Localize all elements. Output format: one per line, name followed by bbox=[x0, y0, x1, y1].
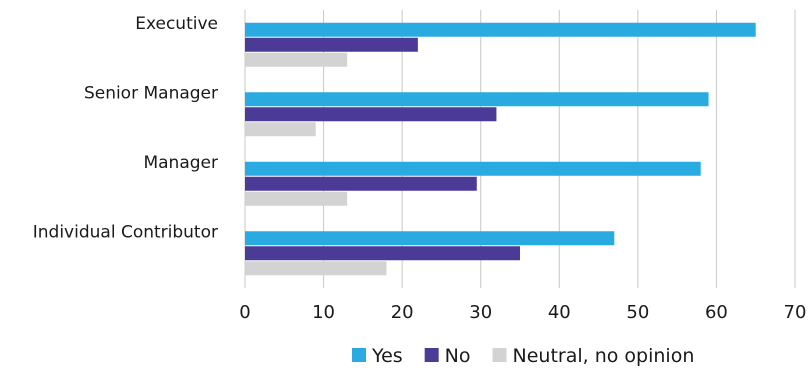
bar-manager-no bbox=[245, 176, 477, 191]
x-tick-label-0: 0 bbox=[239, 302, 250, 323]
x-tick-label-40: 40 bbox=[548, 302, 571, 323]
bar-manager-yes bbox=[245, 161, 701, 176]
legend: Yes No Neutral, no opinion bbox=[352, 345, 694, 367]
x-tick-label-30: 30 bbox=[469, 302, 492, 323]
x-tick-label-70: 70 bbox=[784, 302, 807, 323]
x-tick-label-60: 60 bbox=[705, 302, 728, 323]
bar-senior-manager-yes bbox=[245, 92, 709, 107]
x-tick-label-20: 20 bbox=[391, 302, 414, 323]
category-label-manager: Manager bbox=[143, 153, 218, 173]
bar-executive-neutral-no-opinion bbox=[245, 52, 348, 67]
category-label-individual-contributor: Individual Contributor bbox=[33, 222, 218, 242]
x-tick-label-50: 50 bbox=[626, 302, 649, 323]
legend-label-yes: Yes bbox=[371, 345, 403, 367]
x-tick-label-10: 10 bbox=[312, 302, 335, 323]
bar-individual-contributor-neutral-no-opinion bbox=[245, 261, 387, 276]
bar-manager-neutral-no-opinion bbox=[245, 191, 348, 206]
category-label-senior-manager: Senior Manager bbox=[84, 83, 218, 103]
legend-swatch-neutral-no-opinion bbox=[492, 348, 507, 362]
bar-individual-contributor-no bbox=[245, 246, 520, 261]
bar-individual-contributor-yes bbox=[245, 231, 615, 246]
bar-senior-manager-no bbox=[245, 107, 497, 122]
category-label-executive: Executive bbox=[135, 14, 218, 34]
bar-senior-manager-neutral-no-opinion bbox=[245, 122, 316, 137]
legend-label-no: No bbox=[445, 345, 471, 367]
bars bbox=[245, 22, 756, 276]
legend-label-neutral-no-opinion: Neutral, no opinion bbox=[513, 345, 695, 367]
bar-executive-yes bbox=[245, 22, 756, 37]
bar-executive-no bbox=[245, 37, 418, 52]
legend-swatch-no bbox=[424, 348, 439, 362]
legend-swatch-yes bbox=[352, 348, 366, 362]
x-tick-labels: 0 10 20 30 40 50 60 70 bbox=[239, 302, 806, 323]
category-labels: Executive Senior Manager Manager Individual… bbox=[33, 14, 218, 243]
